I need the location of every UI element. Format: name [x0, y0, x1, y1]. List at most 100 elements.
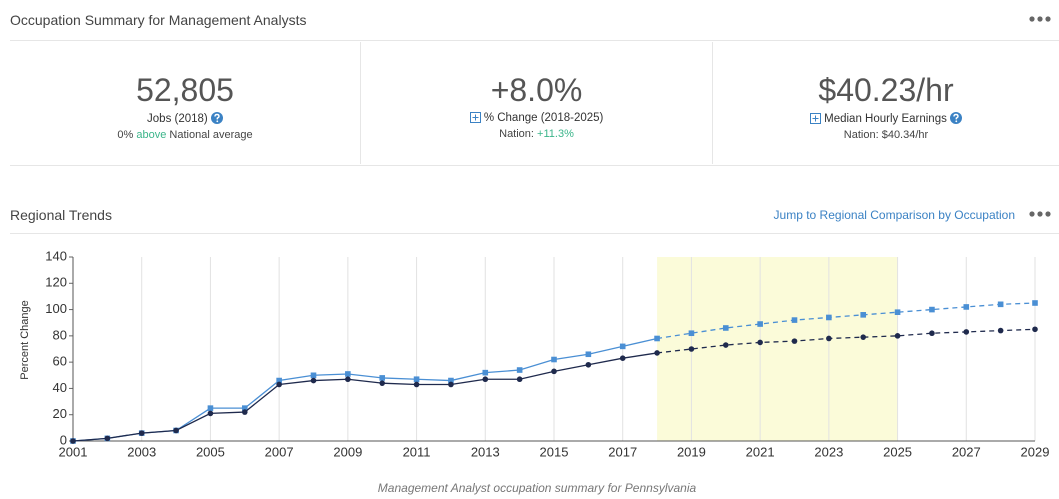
point	[241, 409, 248, 415]
note-emphasis: above	[136, 129, 167, 141]
point	[826, 335, 832, 342]
point	[413, 381, 420, 388]
note-emphasis: +11.3%	[537, 128, 574, 140]
point	[551, 368, 557, 375]
card-value: 52,805	[136, 72, 234, 108]
point	[241, 405, 248, 411]
note: 0%	[117, 129, 137, 141]
point	[929, 306, 935, 313]
divider	[360, 42, 361, 164]
point	[722, 325, 729, 331]
projection-band	[657, 257, 898, 441]
x-tick-label: 2005	[196, 444, 225, 459]
series-line	[72, 352, 658, 442]
menu-dots[interactable]	[1029, 211, 1051, 217]
earnings-card: $40.23/hr Median Hourly Earnings Nation:…	[713, 42, 1059, 164]
help-icon[interactable]	[210, 112, 223, 124]
note: National average	[166, 129, 253, 141]
point	[276, 381, 282, 388]
x-tick-label: 2025	[883, 444, 912, 459]
x-tick-label: 2003	[127, 444, 156, 459]
series-line	[72, 337, 658, 442]
card-label[interactable]: Median Hourly Earnings	[824, 113, 947, 125]
point	[1032, 326, 1038, 333]
card-label: Jobs (2018)	[147, 113, 208, 125]
point	[860, 334, 867, 340]
divider	[712, 42, 713, 164]
point	[1032, 300, 1038, 306]
point	[654, 335, 660, 342]
y-tick-label: 120	[45, 275, 67, 290]
point	[757, 339, 763, 346]
y-tick-label: 40	[53, 380, 67, 395]
x-tick-label: 2019	[677, 444, 706, 459]
point	[757, 321, 763, 327]
point	[997, 301, 1004, 308]
menu-dots[interactable]	[1029, 16, 1051, 22]
x-tick-label: 2023	[814, 444, 843, 459]
comparison-link[interactable]: Jump to Regional Comparison by Occupatio…	[773, 208, 1015, 222]
chart: Percent Change Management Analyst occupa…	[19, 248, 1050, 495]
y-tick-label: 0	[60, 432, 67, 447]
expand-icon[interactable]	[809, 113, 821, 124]
point	[791, 338, 798, 344]
point	[207, 410, 214, 417]
y-axis-label: Percent Change	[19, 300, 31, 380]
point	[688, 330, 695, 337]
point	[379, 375, 386, 381]
y-tick-label: 80	[53, 327, 67, 342]
x-tick-label: 2027	[952, 444, 981, 459]
rule	[10, 40, 1059, 41]
x-tick-label: 2021	[746, 444, 775, 459]
x-tick-label: 2009	[333, 444, 362, 459]
point	[619, 343, 626, 350]
x-tick-label: 2029	[1021, 444, 1050, 459]
y-tick-label: 100	[45, 301, 67, 316]
point	[997, 327, 1004, 334]
x-tick-label: 2017	[608, 444, 637, 459]
y-tick-label: 140	[45, 248, 67, 263]
point	[138, 430, 145, 436]
jobs-card: 52,805 Jobs (2018) 0% above National ave…	[10, 42, 360, 164]
point	[516, 376, 523, 383]
point	[310, 377, 317, 384]
y-tick-label: 60	[53, 354, 67, 369]
point	[448, 381, 454, 388]
point	[173, 427, 179, 434]
point	[516, 367, 523, 373]
point	[619, 355, 626, 361]
chart-caption: Management Analyst occupation summary fo…	[378, 481, 697, 495]
x-tick-label: 2007	[265, 444, 294, 459]
point	[791, 317, 798, 323]
point	[448, 377, 454, 384]
point	[688, 346, 695, 352]
x-tick-label: 2001	[59, 444, 88, 459]
point	[963, 304, 970, 310]
page-title: Occupation Summary for Management Analys…	[10, 12, 307, 28]
point	[654, 350, 660, 356]
expand-icon[interactable]	[469, 112, 481, 123]
series-line	[656, 328, 1036, 354]
point	[963, 329, 970, 335]
point	[826, 314, 832, 321]
point	[413, 376, 420, 383]
point	[104, 435, 111, 442]
point	[551, 356, 557, 363]
rule	[10, 165, 1059, 166]
note: Nation: $40.34/hr	[843, 129, 929, 141]
card-value: +8.0%	[490, 72, 583, 108]
card-label[interactable]: % Change (2018-2025)	[483, 112, 604, 124]
point	[379, 380, 386, 386]
series-line	[656, 302, 1036, 340]
point	[345, 371, 351, 377]
point	[482, 369, 489, 376]
help-icon[interactable]	[950, 112, 963, 124]
rule	[10, 233, 1059, 234]
change-card: +8.0% % Change (2018-2025) Nation: +11.3…	[361, 42, 712, 164]
point	[722, 342, 729, 348]
point	[860, 312, 867, 318]
note: Nation:	[499, 128, 538, 140]
x-tick-label: 2015	[540, 444, 569, 459]
point	[585, 361, 592, 368]
